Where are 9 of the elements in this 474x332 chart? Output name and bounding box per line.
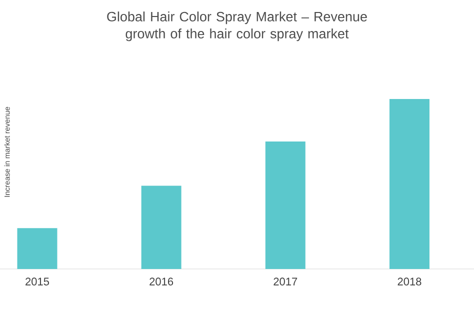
x-tick-label: 2015: [26, 278, 49, 286]
bar: [389, 98, 430, 269]
x-tick-label: 2017: [274, 278, 298, 286]
bar: [265, 141, 306, 269]
chart-title: Global Hair Color Spray Market – Revenue growth of the hair color spray market: [107, 12, 367, 42]
bar: [17, 228, 58, 269]
bar: [141, 186, 182, 269]
x-tick-label: 2016: [150, 278, 174, 286]
x-tick-label: 2018: [398, 278, 422, 286]
